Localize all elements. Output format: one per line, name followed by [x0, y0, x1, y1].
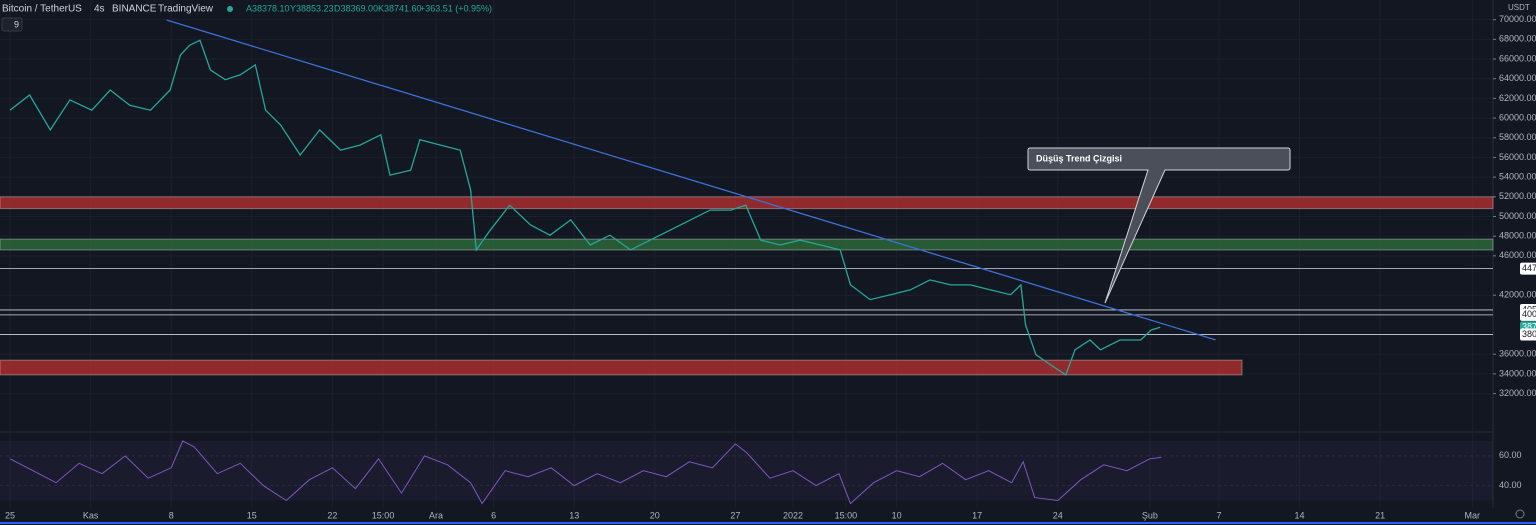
x-tick-label: 25: [5, 510, 15, 520]
x-tick-label: 14: [1295, 510, 1305, 520]
x-tick-label: 27: [730, 510, 740, 520]
x-tick-label: 15:00: [835, 510, 858, 520]
x-tick-label: 6: [491, 510, 496, 520]
high: Y38853.23: [290, 3, 334, 13]
x-tick-label: 15:00: [372, 510, 395, 520]
zone: [0, 238, 1494, 251]
symbol: Bitcoin / TetherUS: [2, 4, 82, 15]
rsi-tick-label: 40.00: [1499, 480, 1522, 490]
rsi-band: [0, 440, 1493, 501]
y-tick-label: 50000.00: [1499, 211, 1536, 221]
y-tick-label: 36000.00: [1499, 349, 1536, 359]
indicator-button[interactable]: [1, 17, 23, 32]
change: +363.51 (+0.95%): [420, 3, 492, 13]
y-tick-label: 32000.00: [1499, 388, 1536, 398]
close: K38741.60: [378, 3, 422, 13]
x-tick-label: 21: [1375, 510, 1385, 520]
source: TradingView: [158, 4, 214, 15]
x-tick-label: 2022: [783, 510, 803, 520]
annotation-callout: [1027, 147, 1291, 304]
annotation-text: Düşüş Trend Çizgisi: [1036, 153, 1122, 163]
x-tick-label: Mar: [1465, 510, 1481, 520]
settings-button[interactable]: [1515, 509, 1525, 519]
x-tick-label: 10: [892, 510, 902, 520]
price-tag: [1520, 308, 1536, 321]
y-tick-label: 58000.00: [1499, 132, 1536, 142]
price-tag: [1520, 262, 1536, 275]
price-tag-label: 38000.00: [1522, 329, 1536, 339]
price-tag-label: 44700.00: [1522, 263, 1536, 273]
x-tick-label: 20: [650, 510, 660, 520]
y-tick-label: 48000.00: [1499, 231, 1536, 241]
annotation: Düşüş Trend Çizgisi: [1027, 147, 1291, 304]
y-tick-label: 62000.00: [1499, 93, 1536, 103]
rsi-line: [9, 440, 1162, 505]
y-tick-label: 52000.00: [1499, 191, 1536, 201]
indicator-count: 9: [14, 19, 19, 29]
y-tick-label: 66000.00: [1499, 53, 1536, 63]
plot: 44700.0040500.0040000.0038741.6038000.00…: [0, 19, 1536, 505]
y-tick-label: 68000.00: [1499, 34, 1536, 44]
y-tick-label: 70000.00: [1499, 14, 1536, 24]
zone: [0, 359, 1243, 376]
y-tick-label: 54000.00: [1499, 171, 1536, 181]
interval: 4s: [94, 4, 105, 15]
y-tick-label: 34000.00: [1499, 368, 1536, 378]
x-tick-label: 17: [972, 510, 982, 520]
x-tick-label: 7: [1216, 510, 1221, 520]
currency: USDT: [1508, 3, 1530, 12]
x-tick-label: 13: [569, 510, 579, 520]
y-tick-label: 56000.00: [1499, 152, 1536, 162]
rsi-tick-label: 60.00: [1499, 450, 1522, 460]
x-tick-label: 22: [327, 510, 337, 520]
y-tick-label: 60000.00: [1499, 112, 1536, 122]
y-tick-label: 64000.00: [1499, 73, 1536, 83]
price-tag: [1520, 328, 1536, 341]
x-tick-label: 24: [1053, 510, 1063, 520]
x-tick-label: Ara: [429, 510, 443, 520]
y-tick-label: 46000.00: [1499, 250, 1536, 260]
x-tick-label: 8: [169, 510, 174, 520]
price-line: [9, 39, 1161, 376]
x-tick-label: 15: [247, 510, 257, 520]
low: D38369.00: [334, 3, 378, 13]
x-tick-label: Şub: [1142, 510, 1158, 520]
status-dot: [227, 6, 233, 12]
exchange: BINANCE: [112, 4, 157, 15]
x-tick-label: Kas: [83, 510, 99, 520]
price-tag-label: 38741.60: [1522, 322, 1536, 332]
price-tag-label: 40000.00: [1522, 309, 1536, 319]
y-tick-label: 42000.00: [1499, 290, 1536, 300]
legend: Bitcoin / TetherUS 4s BINANCE TradingVie…: [1, 3, 492, 32]
trend-line: [166, 19, 1216, 341]
open: A38378.10: [246, 3, 290, 13]
